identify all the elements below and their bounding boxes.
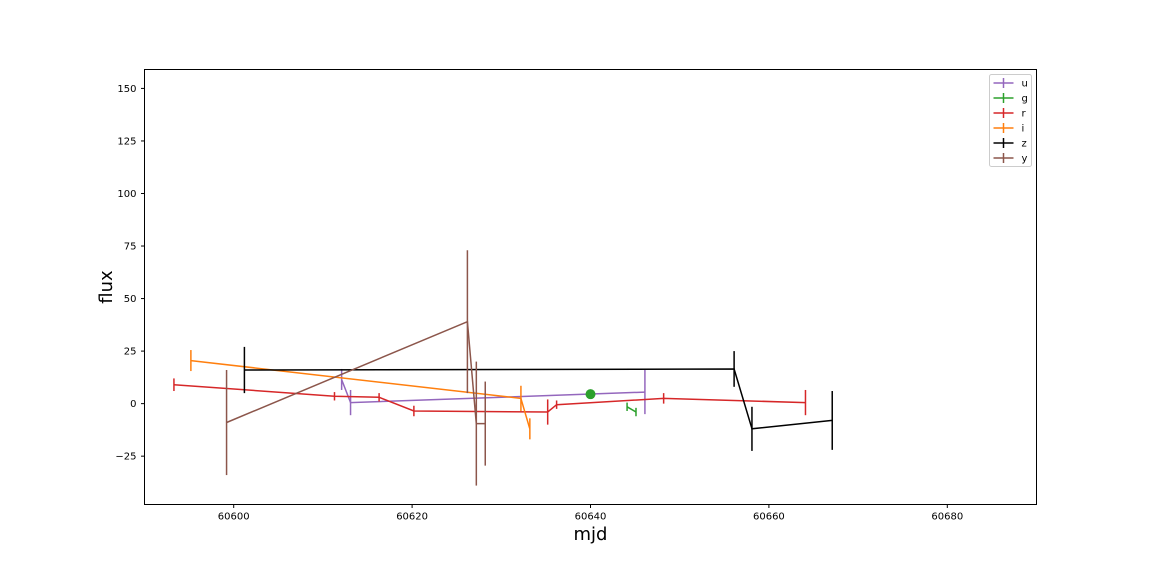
y-tick-label: 125 [117, 136, 136, 147]
y-tick-label: 75 [124, 242, 137, 253]
legend-label: y [1022, 154, 1028, 165]
y-axis: −25 0 25 50 75 100 125 150 [115, 84, 145, 463]
series-y [225, 250, 486, 486]
legend-label: i [1022, 124, 1025, 135]
y-tick-label: 150 [117, 84, 136, 95]
series-line-z [244, 368, 833, 430]
y-tick-label: 25 [124, 347, 137, 358]
legend-label: z [1022, 139, 1027, 150]
legend-label: g [1022, 94, 1028, 105]
axes-frame [144, 69, 1037, 505]
x-axis: 60600 60620 60640 60660 60680 [218, 504, 963, 523]
plot-area [173, 250, 833, 486]
legend-item-i: i [993, 123, 1025, 135]
series-line-y [226, 320, 486, 425]
x-tick-label: 60640 [575, 512, 607, 523]
series-line-i [190, 359, 531, 430]
legend-item-g: g [993, 93, 1028, 105]
y-tick-label: −25 [115, 452, 136, 463]
series-line-g [626, 406, 637, 413]
series-z [243, 346, 833, 451]
legend-label: r [1022, 109, 1027, 120]
legend-item-y: y [993, 153, 1028, 165]
series-line-r [173, 383, 806, 413]
x-tick-label: 60600 [218, 512, 250, 523]
legend-item-u: u [993, 78, 1028, 90]
x-tick-label: 60680 [931, 512, 963, 523]
x-axis-title: mjd [574, 524, 608, 545]
highlight-point [585, 389, 596, 400]
series-u [340, 368, 646, 416]
y-tick-label: 100 [117, 189, 136, 200]
legend-label: u [1022, 79, 1028, 90]
legend-item-z: z [993, 138, 1027, 150]
x-tick-label: 60660 [753, 512, 785, 523]
y-tick-label: 0 [130, 399, 136, 410]
series-g [626, 402, 637, 417]
y-tick-label: 50 [124, 294, 137, 305]
legend-item-r: r [993, 108, 1027, 120]
x-tick-label: 60620 [396, 512, 428, 523]
y-axis-title: flux [96, 270, 117, 304]
series-i [190, 350, 531, 440]
series-r [173, 378, 807, 425]
